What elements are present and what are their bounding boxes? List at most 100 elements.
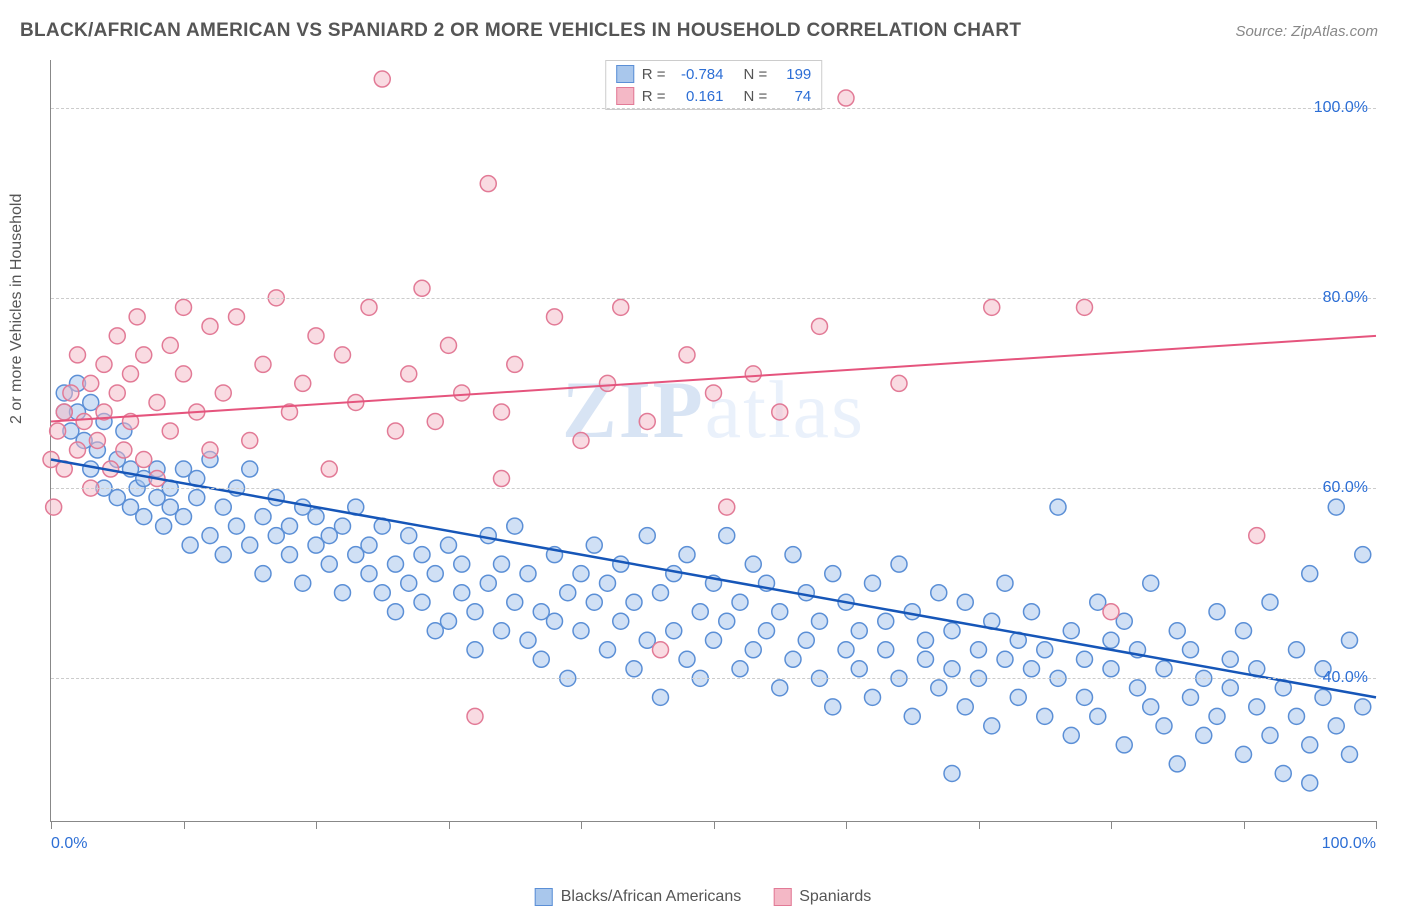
data-point-blacks [1275,765,1291,781]
data-point-blacks [1024,604,1040,620]
data-point-spaniards [414,280,430,296]
data-point-blacks [626,594,642,610]
x-tick [51,821,52,829]
data-point-blacks [798,585,814,601]
gridline [51,298,1376,299]
plot-area: ZIPatlas R =-0.784N =199R =0.161N =74 40… [50,60,1376,822]
data-point-blacks [865,575,881,591]
data-point-blacks [997,651,1013,667]
data-point-spaniards [361,299,377,315]
legend-swatch [773,888,791,906]
data-point-spaniards [321,461,337,477]
data-point-blacks [851,661,867,677]
data-point-spaniards [745,366,761,382]
data-point-spaniards [388,423,404,439]
data-point-spaniards [123,366,139,382]
data-point-blacks [1063,727,1079,743]
data-point-spaniards [83,375,99,391]
data-point-blacks [971,642,987,658]
data-point-blacks [944,765,960,781]
data-point-spaniards [374,71,390,87]
legend-item: Blacks/African Americans [535,888,742,906]
data-point-blacks [507,518,523,534]
data-point-blacks [865,689,881,705]
data-point-blacks [1209,604,1225,620]
x-tick [1111,821,1112,829]
stat-r-label: R = [642,88,666,105]
data-point-blacks [1143,575,1159,591]
data-point-blacks [1037,642,1053,658]
x-tick [316,821,317,829]
stats-swatch [616,65,634,83]
data-point-blacks [1236,623,1252,639]
stat-r-value: 0.161 [674,88,724,105]
data-point-blacks [1077,689,1093,705]
data-point-spaniards [202,442,218,458]
data-point-spaniards [639,413,655,429]
stats-box: R =-0.784N =199R =0.161N =74 [605,60,823,110]
data-point-blacks [374,585,390,601]
data-point-blacks [1302,775,1318,791]
x-tick [714,821,715,829]
y-tick-label: 80.0% [1323,289,1368,307]
data-point-blacks [573,623,589,639]
data-point-blacks [772,604,788,620]
data-point-blacks [1090,708,1106,724]
data-point-blacks [533,651,549,667]
data-point-blacks [653,585,669,601]
stat-n-label: N = [744,66,768,83]
data-point-spaniards [984,299,1000,315]
chart-title: BLACK/AFRICAN AMERICAN VS SPANIARD 2 OR … [20,20,1021,42]
data-point-blacks [335,585,351,601]
data-point-blacks [308,509,324,525]
data-point-blacks [268,490,284,506]
y-tick-label: 100.0% [1314,99,1368,117]
data-point-blacks [759,623,775,639]
x-tick [979,821,980,829]
data-point-blacks [1289,642,1305,658]
legend-swatch [535,888,553,906]
data-point-blacks [414,594,430,610]
data-point-blacks [613,556,629,572]
data-point-blacks [957,699,973,715]
data-point-blacks [507,594,523,610]
data-point-spaniards [149,394,165,410]
data-point-spaniards [89,433,105,449]
data-point-blacks [798,632,814,648]
data-point-blacks [944,623,960,639]
data-point-blacks [494,556,510,572]
data-point-blacks [467,604,483,620]
gridline [51,678,1376,679]
data-point-blacks [441,537,457,553]
data-point-blacks [1169,623,1185,639]
data-point-blacks [851,623,867,639]
data-point-blacks [1328,499,1344,515]
data-point-blacks [1355,699,1371,715]
data-point-spaniards [1077,299,1093,315]
data-point-blacks [1355,547,1371,563]
data-point-blacks [441,613,457,629]
data-point-blacks [600,575,616,591]
data-point-blacks [1302,566,1318,582]
data-point-blacks [156,518,172,534]
data-point-blacks [242,537,258,553]
data-point-blacks [480,575,496,591]
data-point-spaniards [176,366,192,382]
legend-label: Spaniards [799,888,871,906]
trend-line-blacks [51,460,1376,698]
data-point-spaniards [679,347,695,363]
data-point-spaniards [494,404,510,420]
data-point-blacks [282,547,298,563]
data-point-blacks [653,689,669,705]
gridline [51,108,1376,109]
x-tick [449,821,450,829]
stat-n-value: 199 [775,66,811,83]
data-point-blacks [613,613,629,629]
data-point-spaniards [46,499,62,515]
trend-line-spaniards [51,336,1376,422]
data-point-spaniards [109,385,125,401]
data-point-blacks [719,528,735,544]
data-point-blacks [931,585,947,601]
x-tick [1244,821,1245,829]
data-point-blacks [666,566,682,582]
